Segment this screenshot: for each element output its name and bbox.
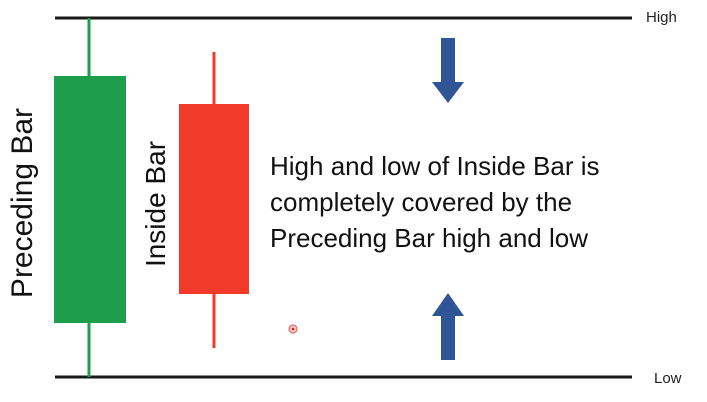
arrow-up-icon <box>432 293 464 360</box>
explanation-line: Preceding Bar high and low <box>270 223 588 253</box>
explanation-line: completely covered by the <box>270 187 573 217</box>
explanation-line: High and low of Inside Bar is <box>270 151 600 181</box>
inside-bar-body <box>179 104 249 294</box>
arrow-down-icon <box>432 38 464 103</box>
explanation-text: High and low of Inside Bar is completely… <box>270 148 650 256</box>
preceding-bar-candle <box>54 18 126 377</box>
preceding-bar-body <box>54 76 126 323</box>
preceding-bar-label: Preceding Bar <box>6 107 39 299</box>
inside-bar-label: Inside Bar <box>140 140 171 268</box>
inside-bar-candle <box>179 52 249 348</box>
high-level-label: High <box>646 9 677 26</box>
cursor-marker-icon <box>288 324 298 334</box>
low-level-label: Low <box>654 370 682 387</box>
